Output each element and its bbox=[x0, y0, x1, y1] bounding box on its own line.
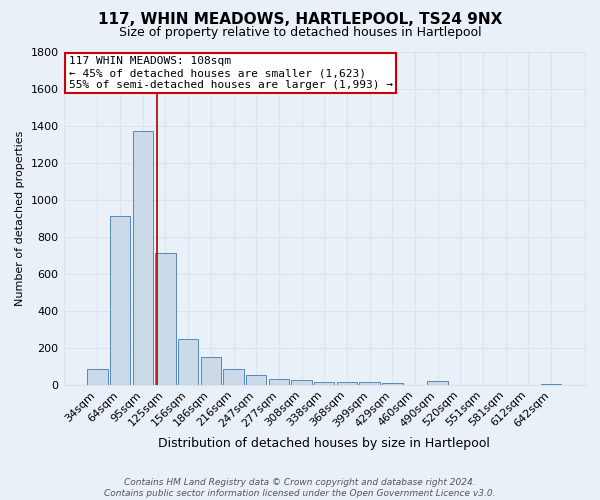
Bar bbox=[269, 380, 289, 385]
Y-axis label: Number of detached properties: Number of detached properties bbox=[15, 130, 25, 306]
Bar bbox=[87, 369, 107, 385]
Text: 117 WHIN MEADOWS: 108sqm
← 45% of detached houses are smaller (1,623)
55% of sem: 117 WHIN MEADOWS: 108sqm ← 45% of detach… bbox=[69, 56, 393, 90]
Bar bbox=[223, 368, 244, 385]
Bar bbox=[541, 384, 561, 385]
Text: Contains HM Land Registry data © Crown copyright and database right 2024.
Contai: Contains HM Land Registry data © Crown c… bbox=[104, 478, 496, 498]
Bar bbox=[359, 382, 380, 385]
X-axis label: Distribution of detached houses by size in Hartlepool: Distribution of detached houses by size … bbox=[158, 437, 490, 450]
Bar bbox=[200, 358, 221, 385]
Text: Size of property relative to detached houses in Hartlepool: Size of property relative to detached ho… bbox=[119, 26, 481, 39]
Bar bbox=[427, 382, 448, 385]
Bar bbox=[337, 382, 357, 385]
Bar bbox=[314, 382, 334, 385]
Bar bbox=[133, 131, 153, 385]
Bar bbox=[382, 383, 403, 385]
Bar bbox=[178, 339, 199, 385]
Bar bbox=[110, 216, 130, 385]
Bar bbox=[155, 254, 176, 385]
Bar bbox=[246, 374, 266, 385]
Text: 117, WHIN MEADOWS, HARTLEPOOL, TS24 9NX: 117, WHIN MEADOWS, HARTLEPOOL, TS24 9NX bbox=[98, 12, 502, 28]
Bar bbox=[292, 380, 312, 385]
